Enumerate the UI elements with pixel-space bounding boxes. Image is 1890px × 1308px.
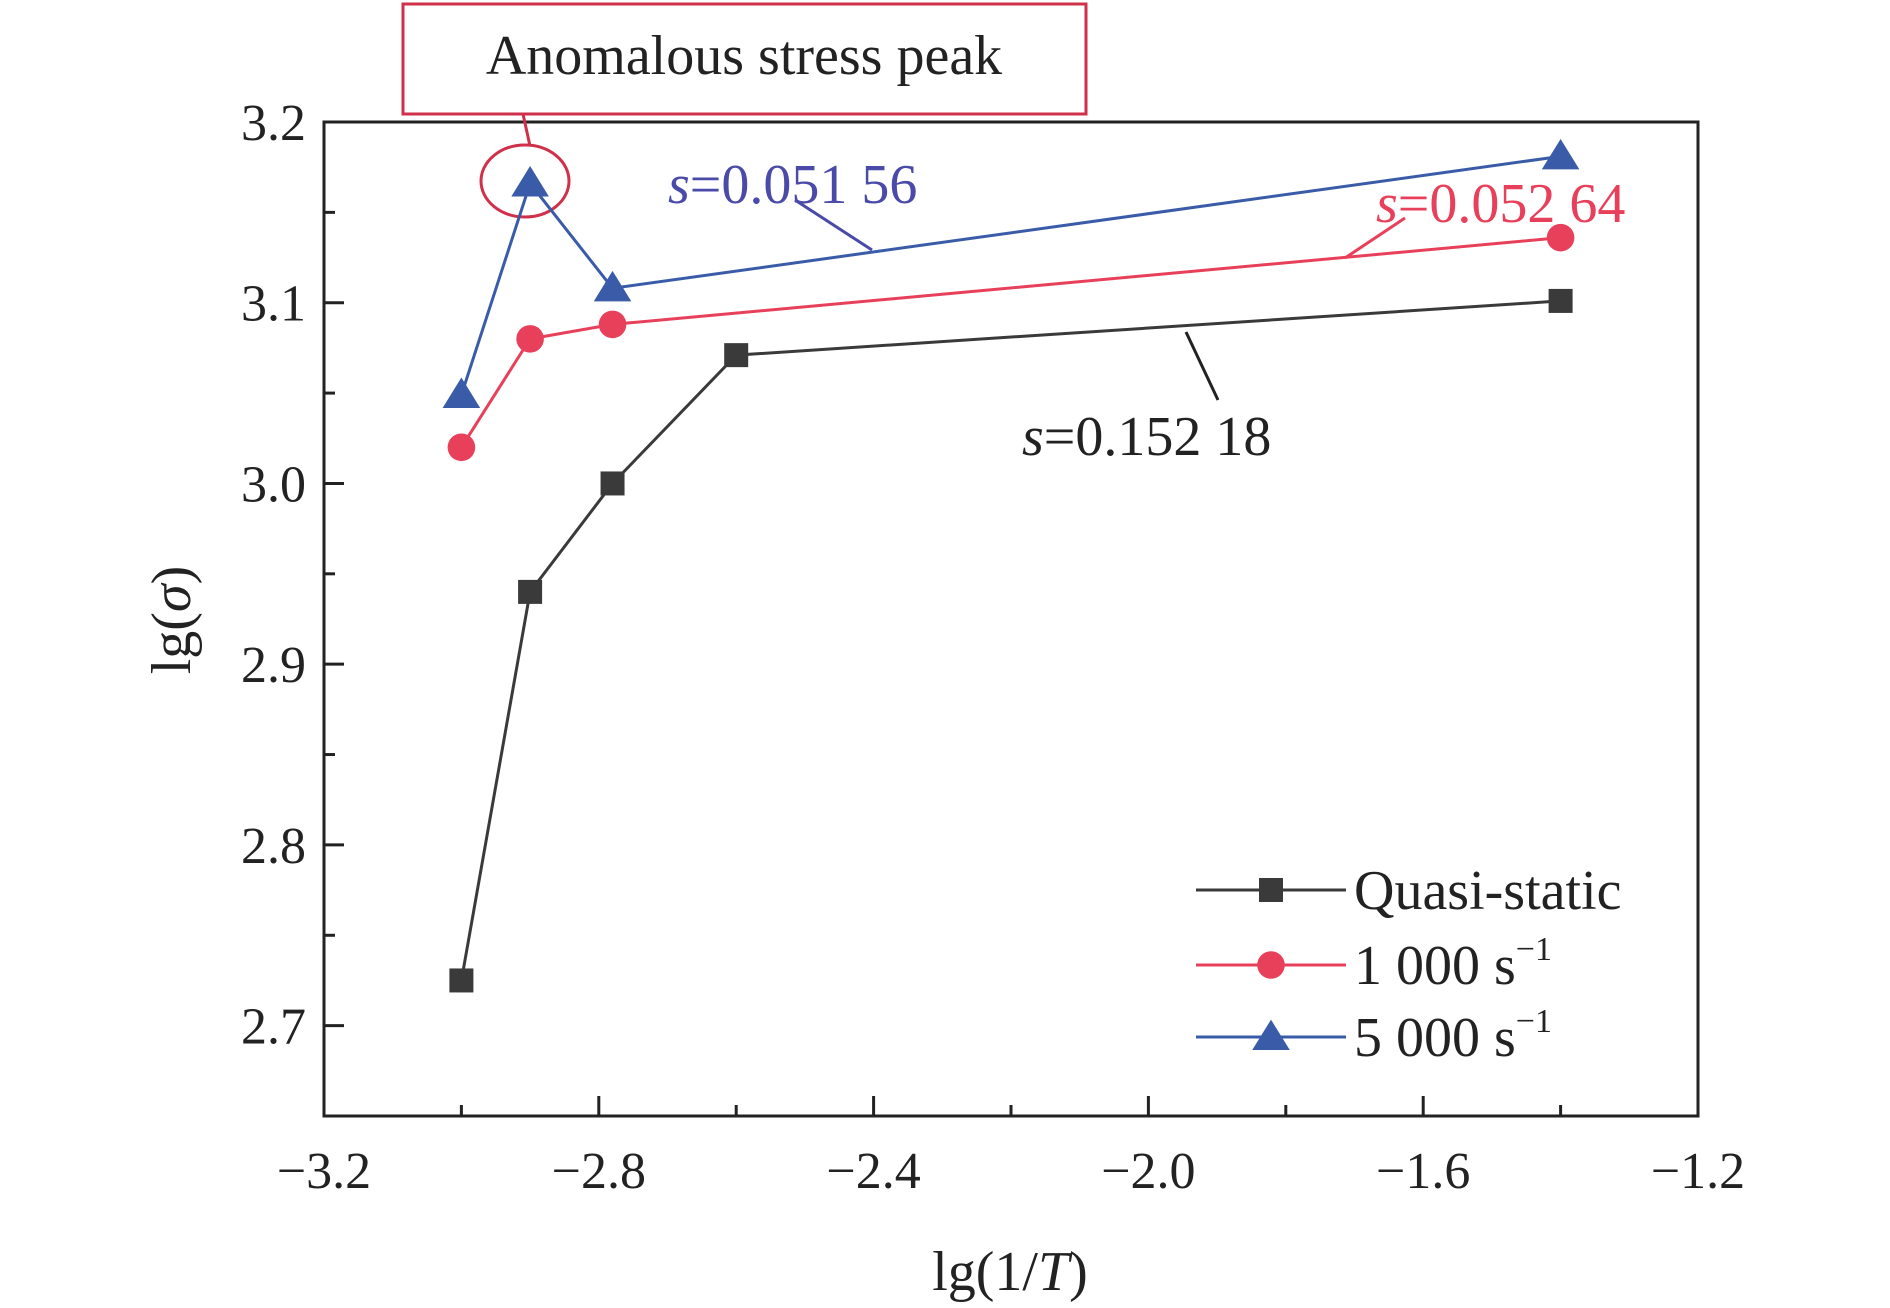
data-point-circle [598, 310, 627, 339]
data-point-circle [447, 433, 476, 462]
data-point-circle [516, 325, 544, 353]
y-axis: 2.7 2.8 2.9 3.0 3.1 3.2 [241, 95, 344, 1056]
data-point-square [449, 968, 474, 993]
legend-swatch-marker [1257, 951, 1285, 979]
slope-quasi-leader [1184, 331, 1220, 401]
slope-5000-leader [794, 198, 873, 252]
legend-swatch-marker [1252, 1019, 1290, 1051]
series-line-circle [460, 236, 1561, 449]
y-tick-label: 3.1 [241, 276, 306, 333]
y-tick-label: 3.0 [241, 456, 306, 513]
y-axis-title: lg(σ) [141, 566, 203, 675]
series-line-triangle [459, 154, 1561, 396]
x-axis: −3.2 −2.8 −2.4 −2.0 −1.6 −1.2 [277, 1096, 1745, 1200]
data-point-triangle [511, 166, 549, 197]
slope-5000-label: s=0.051 56 [668, 154, 917, 216]
y-tick-label: 2.9 [241, 637, 306, 694]
data-point-triangle [1541, 138, 1580, 170]
data-point-triangle [442, 377, 481, 408]
slope-1000-leader [1344, 216, 1406, 260]
x-tick-label: −2.0 [1101, 1143, 1195, 1200]
x-tick-label: −3.2 [277, 1143, 371, 1200]
x-tick-label: −1.6 [1376, 1143, 1470, 1200]
callout-box [401, 2, 1088, 116]
legend-label: 1 000 s−1 [1354, 931, 1552, 997]
x-axis-title: lg(1/T) [932, 1241, 1088, 1303]
data-point-circle [1546, 223, 1575, 252]
data-point-square [724, 343, 749, 368]
legend: Quasi-static 1 000 s−15 000 s−1 [1196, 860, 1621, 1069]
slope-quasi-label: s=0.152 18 [1022, 406, 1271, 468]
data-point-square [600, 471, 625, 496]
y-tick-label: 3.2 [241, 95, 306, 152]
data-point-square [1548, 288, 1573, 313]
callout-leader [521, 113, 532, 147]
x-tick-label: −1.2 [1651, 1143, 1745, 1200]
x-tick-label: −2.4 [826, 1143, 920, 1200]
slope-1000-label: s=0.052 64 [1376, 173, 1625, 235]
data-point-triangle [593, 270, 632, 302]
callout-text: Anomalous stress peak [486, 25, 1002, 87]
y-tick-label: 2.8 [241, 818, 306, 875]
series-layer [442, 138, 1580, 993]
legend-label: Quasi-static [1354, 860, 1621, 922]
legend-swatch-marker [1259, 878, 1283, 902]
x-tick-label: −2.8 [552, 1143, 646, 1200]
callout-circle [479, 143, 571, 219]
y-tick-label: 2.7 [241, 999, 306, 1056]
data-point-square [518, 579, 543, 604]
legend-label: 5 000 s−1 [1354, 1003, 1552, 1069]
